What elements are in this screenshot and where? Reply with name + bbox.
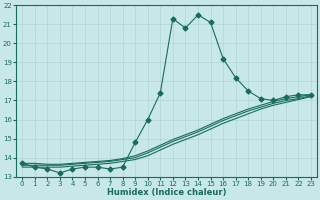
X-axis label: Humidex (Indice chaleur): Humidex (Indice chaleur) bbox=[107, 188, 226, 197]
